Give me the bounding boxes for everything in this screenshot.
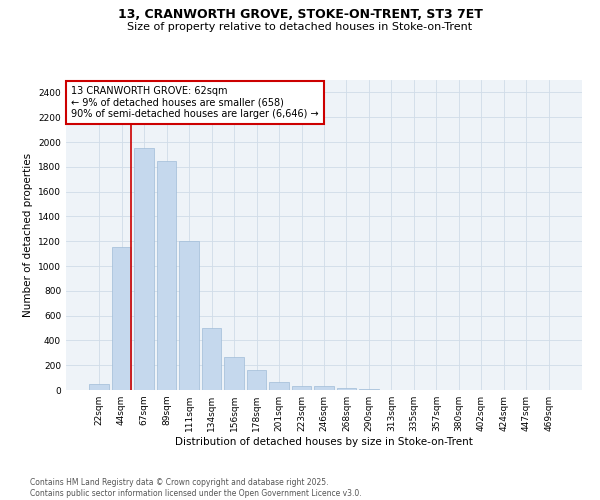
Bar — [134, 148, 154, 390]
Bar — [112, 248, 131, 390]
Bar — [337, 388, 356, 390]
Y-axis label: Number of detached properties: Number of detached properties — [23, 153, 32, 317]
Bar — [202, 328, 221, 390]
Text: 13 CRANWORTH GROVE: 62sqm
← 9% of detached houses are smaller (658)
90% of semi-: 13 CRANWORTH GROVE: 62sqm ← 9% of detach… — [71, 86, 319, 120]
Bar — [179, 241, 199, 390]
Text: 13, CRANWORTH GROVE, STOKE-ON-TRENT, ST3 7ET: 13, CRANWORTH GROVE, STOKE-ON-TRENT, ST3… — [118, 8, 482, 20]
Bar — [247, 370, 266, 390]
Bar — [269, 382, 289, 390]
Bar — [157, 160, 176, 390]
Bar — [224, 356, 244, 390]
Text: Contains HM Land Registry data © Crown copyright and database right 2025.
Contai: Contains HM Land Registry data © Crown c… — [30, 478, 362, 498]
Bar — [292, 386, 311, 390]
X-axis label: Distribution of detached houses by size in Stoke-on-Trent: Distribution of detached houses by size … — [175, 437, 473, 447]
Bar — [314, 386, 334, 390]
Text: Size of property relative to detached houses in Stoke-on-Trent: Size of property relative to detached ho… — [127, 22, 473, 32]
Bar — [89, 384, 109, 390]
